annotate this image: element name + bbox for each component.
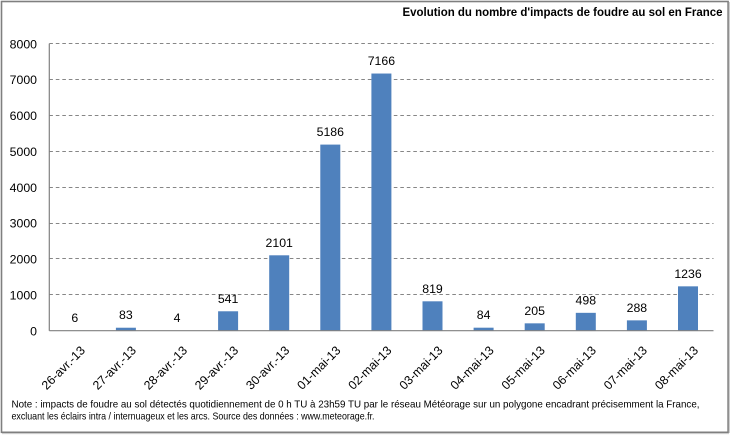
svg-text:excluant les éclairs intra / i: excluant les éclairs intra / internuageu… — [12, 412, 375, 423]
svg-text:8000: 8000 — [10, 37, 38, 51]
svg-text:6: 6 — [71, 311, 78, 325]
svg-text:5000: 5000 — [10, 145, 38, 159]
svg-text:541: 541 — [218, 292, 239, 306]
svg-text:7166: 7166 — [368, 54, 396, 68]
svg-text:819: 819 — [422, 282, 443, 296]
svg-text:1000: 1000 — [10, 289, 38, 303]
svg-text:4000: 4000 — [10, 181, 38, 195]
svg-text:3000: 3000 — [10, 217, 38, 231]
svg-text:Note : impacts de foudre au so: Note : impacts de foudre au sol détectés… — [12, 399, 700, 410]
svg-text:6000: 6000 — [10, 109, 38, 123]
svg-text:84: 84 — [477, 308, 491, 322]
svg-text:5186: 5186 — [317, 125, 345, 139]
svg-text:288: 288 — [627, 301, 648, 315]
svg-text:83: 83 — [119, 308, 133, 322]
svg-text:Evolution du nombre d'impacts: Evolution du nombre d'impacts de foudre … — [403, 7, 723, 19]
svg-text:0: 0 — [30, 324, 37, 338]
svg-text:4: 4 — [174, 311, 181, 325]
svg-text:205: 205 — [524, 304, 545, 318]
svg-text:1236: 1236 — [674, 267, 702, 281]
svg-text:498: 498 — [576, 293, 597, 307]
svg-text:2101: 2101 — [266, 236, 294, 250]
svg-text:2000: 2000 — [10, 253, 38, 267]
svg-text:7000: 7000 — [10, 73, 38, 87]
